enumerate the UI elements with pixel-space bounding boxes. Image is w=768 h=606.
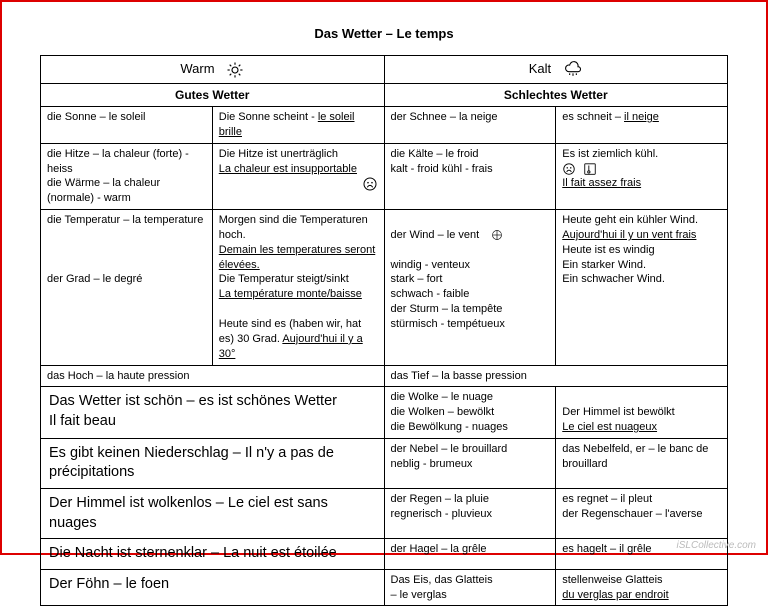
- sun-icon: [226, 60, 244, 79]
- table-row: Es gibt keinen Niederschlag – Il n'y a p…: [41, 438, 728, 488]
- cell: Der Himmel ist bewölktLe ciel est nuageu…: [556, 387, 728, 439]
- cell: der Regen – la pluie regnerisch - pluvie…: [384, 489, 556, 539]
- cell: stellenweise Glatteisdu verglas par endr…: [556, 569, 728, 606]
- cell: Morgen sind die Temperaturen hoch. Demai…: [212, 210, 384, 365]
- table-row: die Temperatur – la temperature der Grad…: [41, 210, 728, 365]
- cell: der Nebel – le brouillard neblig - brume…: [384, 438, 556, 488]
- cell: Das Eis, das Glatteis – le verglas: [384, 569, 556, 606]
- cell: der Hagel – la grêle: [384, 539, 556, 570]
- sad-face-icon: [362, 176, 378, 192]
- table-row: Warm Kalt: [41, 56, 728, 84]
- cell: Heute geht ein kühler Wind. Aujourd'hui …: [556, 210, 728, 365]
- cell: die Wolke – le nuage die Wolken – bewölk…: [384, 387, 556, 439]
- cell: Es gibt keinen Niederschlag – Il n'y a p…: [41, 438, 385, 488]
- cell: der Wind – le vent windig - venteux star…: [384, 210, 556, 365]
- compass-icon: [491, 229, 503, 241]
- cell: Der Himmel ist wolkenlos – Le ciel est s…: [41, 489, 385, 539]
- cell: das Nebelfeld, er – le banc de brouillar…: [556, 438, 728, 488]
- table-row: die Hitze – la chaleur (forte) - heiss d…: [41, 143, 728, 209]
- cell: Die Hitze ist unerträglich La chaleur es…: [212, 143, 384, 209]
- table-row: Gutes Wetter Schlechtes Wetter: [41, 83, 728, 106]
- table-row: das Hoch – la haute pression das Tief – …: [41, 365, 728, 387]
- cell: der Schnee – la neige: [384, 107, 556, 144]
- header-warm-label: Warm: [180, 61, 214, 76]
- header-kalt-label: Kalt: [529, 61, 551, 76]
- cell: Die Nacht ist sternenklar – La nuit est …: [41, 539, 385, 570]
- watermark: iSLCollective.com: [677, 540, 756, 551]
- cell: Die Sonne scheint - le soleil brille: [212, 107, 384, 144]
- cell: Es ist ziemlich kühl. Il fait assez frai…: [556, 143, 728, 209]
- cell: das Tief – la basse pression: [384, 365, 728, 387]
- cell: Der Föhn – le foen: [41, 569, 385, 606]
- subheader-gut: Gutes Wetter: [41, 83, 385, 106]
- sad-face-icon: [562, 163, 579, 175]
- table-row: die Sonne – le soleil Die Sonne scheint …: [41, 107, 728, 144]
- cell: die Temperatur – la temperature der Grad…: [41, 210, 213, 365]
- thermometer-icon: [583, 163, 597, 175]
- page-title: Das Wetter – Le temps: [40, 26, 728, 41]
- cell: das Hoch – la haute pression: [41, 365, 385, 387]
- subheader-schlecht: Schlechtes Wetter: [384, 83, 728, 106]
- page-frame: Das Wetter – Le temps Warm Kalt Gutes We…: [0, 0, 768, 555]
- header-warm: Warm: [41, 56, 385, 84]
- cell: Das Wetter ist schön – es ist schönes We…: [41, 387, 385, 439]
- table-row: Der Himmel ist wolkenlos – Le ciel est s…: [41, 489, 728, 539]
- wind-line: der Wind – le vent: [391, 229, 504, 241]
- table-row: Der Föhn – le foen Das Eis, das Glatteis…: [41, 569, 728, 606]
- cell: es schneit – il neige: [556, 107, 728, 144]
- cell: es regnet – il pleut der Regenschauer – …: [556, 489, 728, 539]
- header-kalt: Kalt: [384, 56, 728, 84]
- cell: die Hitze – la chaleur (forte) - heiss d…: [41, 143, 213, 209]
- cell: die Kälte – le froid kalt - froid kühl -…: [384, 143, 556, 209]
- table-row: Das Wetter ist schön – es ist schönes We…: [41, 387, 728, 439]
- table-row: Die Nacht ist sternenklar – La nuit est …: [41, 539, 728, 570]
- cell: die Sonne – le soleil: [41, 107, 213, 144]
- vocab-table: Warm Kalt Gutes Wetter Schlechtes Wetter…: [40, 55, 728, 606]
- cloud-snow-icon: [563, 60, 583, 79]
